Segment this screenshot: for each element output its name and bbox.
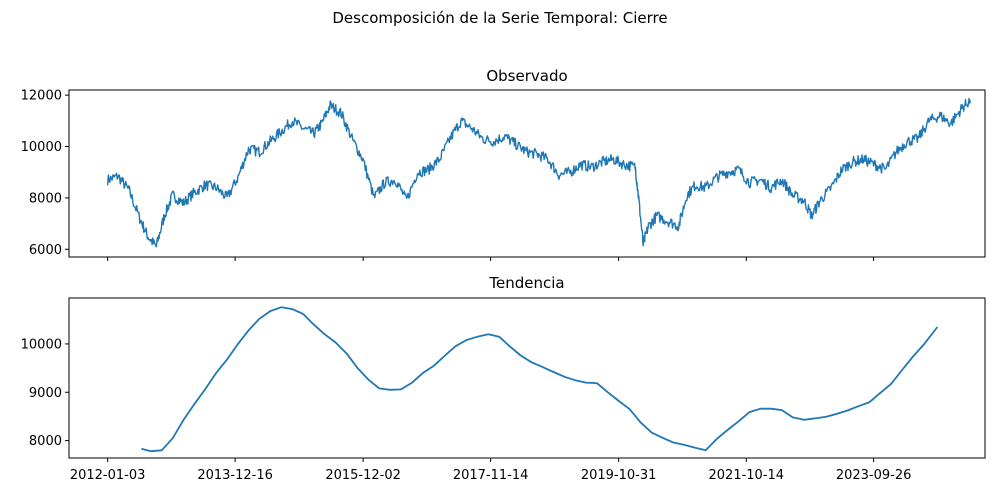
x-tick-label: 2012-01-03 <box>70 468 146 483</box>
series-line <box>106 97 971 248</box>
y-tick-label: 8000 <box>29 434 62 449</box>
observed-panel: Observado 6000 8000 10000 12000 <box>21 67 986 261</box>
y-tick-label: 8000 <box>29 191 62 206</box>
observed-y-axis: 6000 8000 10000 12000 <box>21 89 69 258</box>
y-tick-label: 10000 <box>21 337 62 352</box>
x-tick-label: 2021-10-14 <box>709 468 785 483</box>
trend-plot-area <box>141 306 939 453</box>
y-tick-label: 6000 <box>29 243 62 258</box>
x-tick-label: 2019-10-31 <box>581 468 657 483</box>
trend-panel: Tendencia 8000 9000 10000 2012-01-03 2013-1… <box>21 274 986 483</box>
x-tick-label: 2017-11-14 <box>453 468 529 483</box>
series-line <box>141 306 939 453</box>
y-tick-label: 10000 <box>21 140 62 155</box>
trend-axes-frame <box>68 297 986 459</box>
trend-y-axis: 8000 9000 10000 <box>21 337 69 449</box>
x-tick-label: 2013-12-16 <box>197 468 273 483</box>
observed-axes-frame <box>68 89 986 258</box>
trend-x-axis: 2012-01-03 2013-12-16 2015-12-02 2017-11-14… <box>70 458 912 483</box>
observed-title: Observado <box>486 67 567 85</box>
x-tick-label: 2015-12-02 <box>325 468 401 483</box>
observed-plot-area <box>106 97 971 248</box>
y-tick-label: 9000 <box>29 386 62 401</box>
y-tick-label: 12000 <box>21 89 62 104</box>
observed-x-axis <box>107 257 875 261</box>
x-tick-label: 2023-09-26 <box>836 468 912 483</box>
trend-title: Tendencia <box>488 274 564 292</box>
figure-suptitle: Descomposición de la Serie Temporal: Cie… <box>332 9 667 27</box>
